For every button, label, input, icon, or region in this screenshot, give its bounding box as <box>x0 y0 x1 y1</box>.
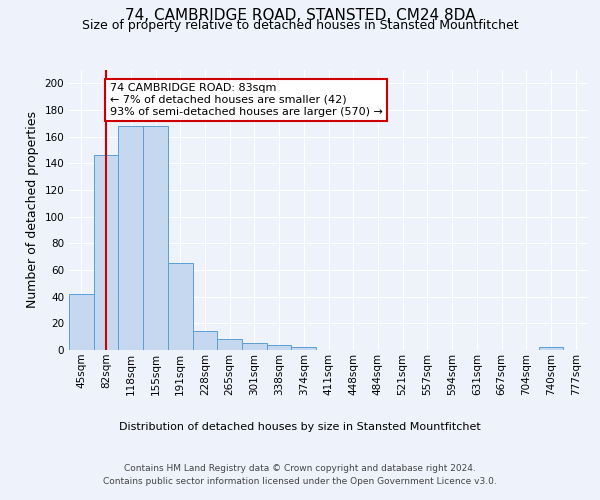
Bar <box>292 348 316 350</box>
Bar <box>69 294 94 350</box>
Text: 74 CAMBRIDGE ROAD: 83sqm
← 7% of detached houses are smaller (42)
93% of semi-de: 74 CAMBRIDGE ROAD: 83sqm ← 7% of detache… <box>110 84 383 116</box>
Y-axis label: Number of detached properties: Number of detached properties <box>26 112 39 308</box>
Text: Contains HM Land Registry data © Crown copyright and database right 2024.
Contai: Contains HM Land Registry data © Crown c… <box>103 464 497 485</box>
Bar <box>242 344 267 350</box>
Bar <box>267 344 292 350</box>
Text: Size of property relative to detached houses in Stansted Mountfitchet: Size of property relative to detached ho… <box>82 19 518 32</box>
Bar <box>118 126 143 350</box>
Bar <box>143 126 168 350</box>
Bar <box>217 340 242 350</box>
Text: Distribution of detached houses by size in Stansted Mountfitchet: Distribution of detached houses by size … <box>119 422 481 432</box>
Bar <box>168 264 193 350</box>
Bar <box>539 348 563 350</box>
Bar <box>94 156 118 350</box>
Text: 74, CAMBRIDGE ROAD, STANSTED, CM24 8DA: 74, CAMBRIDGE ROAD, STANSTED, CM24 8DA <box>125 8 475 22</box>
Bar <box>193 332 217 350</box>
